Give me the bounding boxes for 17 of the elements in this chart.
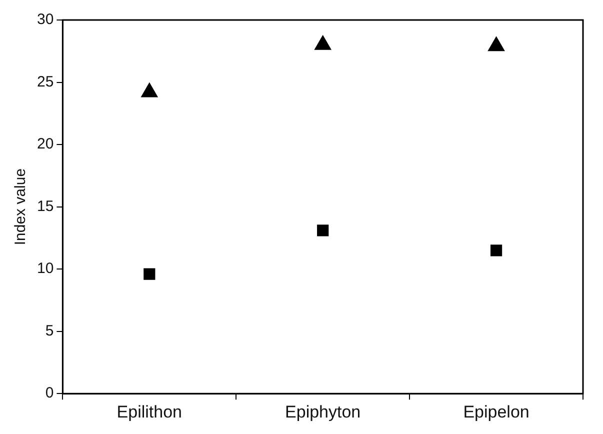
y-tick-label: 5 bbox=[45, 322, 54, 340]
point bbox=[490, 244, 502, 256]
x-tick-label: Epilithon bbox=[116, 402, 182, 422]
point bbox=[141, 82, 158, 98]
point bbox=[317, 224, 329, 236]
point bbox=[144, 268, 156, 280]
y-tick-label: 15 bbox=[36, 198, 54, 215]
y-tick-label: 25 bbox=[36, 73, 54, 90]
y-tick-label: 20 bbox=[36, 136, 54, 153]
x-tick-label: Epiphyton bbox=[285, 402, 361, 422]
point bbox=[314, 35, 332, 50]
point bbox=[488, 36, 505, 52]
y-tick-label: 10 bbox=[36, 260, 54, 278]
y-tick-label: 0 bbox=[45, 384, 54, 402]
x-tick-label: Epipelon bbox=[463, 402, 530, 422]
y-tick-label: 30 bbox=[36, 11, 54, 28]
y-axis-title: Index value bbox=[12, 168, 30, 246]
